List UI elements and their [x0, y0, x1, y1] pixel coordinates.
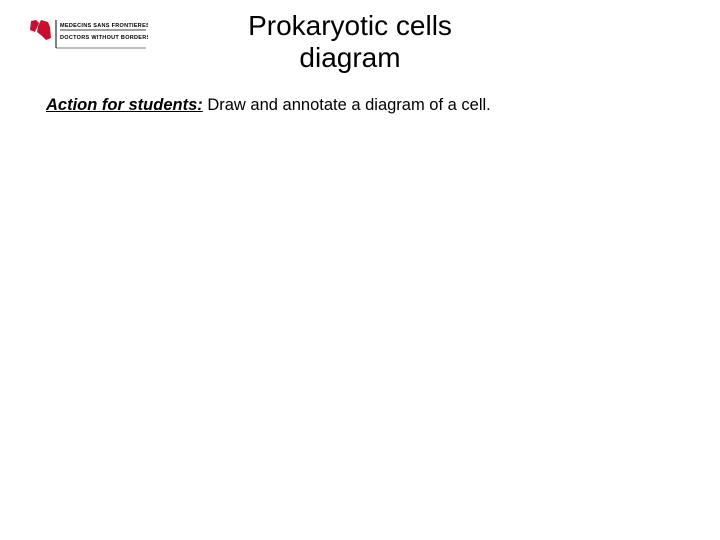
slide-body-text: Action for students: Draw and annotate a… [46, 96, 676, 115]
logo-mark-icon [30, 20, 51, 40]
svg-text:MEDECINS SANS FRONTIERES: MEDECINS SANS FRONTIERES [60, 23, 148, 29]
svg-text:DOCTORS WITHOUT BORDERS: DOCTORS WITHOUT BORDERS [60, 35, 148, 41]
slide-title: Prokaryotic cells diagram [200, 10, 500, 74]
slide: MEDECINS SANS FRONTIERES DOCTORS WITHOUT… [0, 0, 720, 540]
msf-logo: MEDECINS SANS FRONTIERES DOCTORS WITHOUT… [28, 18, 148, 54]
slide-title-line2: diagram [200, 42, 500, 74]
action-rest: Draw and annotate a diagram of a cell. [203, 96, 491, 114]
action-lead: Action for students: [46, 96, 203, 114]
slide-title-line1: Prokaryotic cells [200, 10, 500, 42]
